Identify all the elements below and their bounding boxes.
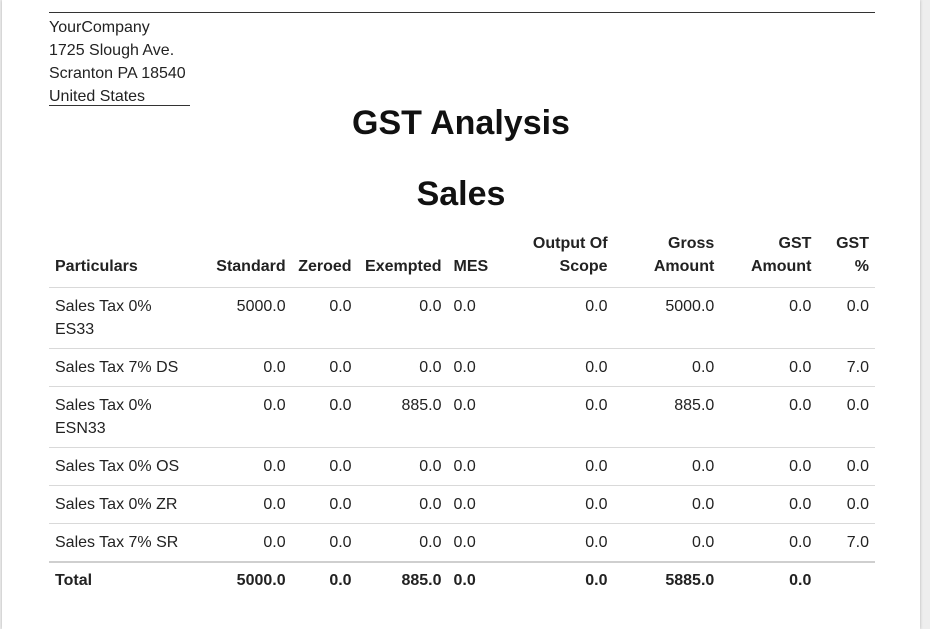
cell-output-of-scope: 0.0 bbox=[495, 287, 614, 349]
total-row: Total 5000.0 0.0 885.0 0.0 0.0 5885.0 0.… bbox=[49, 561, 875, 599]
cell-gst-percent: 0.0 bbox=[817, 447, 875, 486]
cell-particulars: Sales Tax 7% SR bbox=[49, 523, 195, 563]
col-header-zeroed: Zeroed bbox=[291, 230, 358, 288]
cell-particulars: Sales Tax 0% OS bbox=[49, 447, 195, 486]
cell-output-of-scope: 0.0 bbox=[495, 523, 614, 563]
cell-zeroed: 0.0 bbox=[291, 348, 358, 387]
cell-standard: 5000.0 bbox=[194, 287, 292, 349]
cell-zeroed: 0.0 bbox=[291, 386, 358, 448]
cell-gross-amount: 5000.0 bbox=[613, 287, 721, 349]
cell-gst-percent: 0.0 bbox=[817, 386, 875, 448]
total-gross-amount: 5885.0 bbox=[613, 561, 721, 599]
cell-gst-percent: 0.0 bbox=[817, 287, 875, 349]
cell-standard: 0.0 bbox=[194, 386, 292, 448]
total-mes: 0.0 bbox=[447, 561, 496, 599]
cell-gst-percent: 7.0 bbox=[817, 523, 875, 563]
col-header-particulars: Particulars bbox=[49, 230, 195, 288]
cell-standard: 0.0 bbox=[194, 348, 292, 387]
cell-gross-amount: 0.0 bbox=[613, 523, 721, 563]
cell-zeroed: 0.0 bbox=[291, 287, 358, 349]
table-row: Sales Tax 7% DS 0.0 0.0 0.0 0.0 0.0 0.0 … bbox=[49, 348, 875, 387]
cell-gst-amount: 0.0 bbox=[720, 287, 818, 349]
cell-particulars: Sales Tax 0% ES33 bbox=[49, 287, 195, 349]
cell-output-of-scope: 0.0 bbox=[495, 447, 614, 486]
col-header-gst-percent: GST % bbox=[817, 230, 875, 288]
cell-gst-amount: 0.0 bbox=[720, 523, 818, 563]
company-address: YourCompany 1725 Slough Ave. Scranton PA… bbox=[49, 16, 186, 108]
cell-mes: 0.0 bbox=[447, 485, 496, 524]
total-label: Total bbox=[49, 561, 195, 599]
cell-gross-amount: 0.0 bbox=[613, 447, 721, 486]
report-title: GST Analysis bbox=[352, 104, 570, 142]
company-country: United States bbox=[49, 88, 146, 105]
total-zeroed: 0.0 bbox=[291, 561, 358, 599]
cell-output-of-scope: 0.0 bbox=[495, 386, 614, 448]
col-header-exempted: Exempted bbox=[357, 230, 448, 288]
col-header-gst-amount: GST Amount bbox=[720, 230, 818, 288]
col-header-mes: MES bbox=[447, 230, 496, 288]
cell-zeroed: 0.0 bbox=[291, 523, 358, 563]
cell-particulars: Sales Tax 0% ZR bbox=[49, 485, 195, 524]
total-gst-percent bbox=[817, 561, 875, 599]
col-header-gross-amount: Gross Amount bbox=[613, 230, 721, 288]
cell-mes: 0.0 bbox=[447, 447, 496, 486]
gst-analysis-table: Particulars Standard Zeroed Exempted MES… bbox=[49, 230, 875, 599]
cell-particulars: Sales Tax 7% DS bbox=[49, 348, 195, 387]
cell-exempted: 885.0 bbox=[357, 386, 448, 448]
address-rule bbox=[49, 105, 190, 106]
company-name: YourCompany bbox=[49, 19, 150, 36]
cell-gst-amount: 0.0 bbox=[720, 348, 818, 387]
col-header-standard: Standard bbox=[194, 230, 292, 288]
header-rule bbox=[49, 12, 875, 13]
cell-zeroed: 0.0 bbox=[291, 485, 358, 524]
table-row: Sales Tax 0% ES33 5000.0 0.0 0.0 0.0 0.0… bbox=[49, 287, 875, 349]
cell-mes: 0.0 bbox=[447, 287, 496, 349]
total-output-of-scope: 0.0 bbox=[495, 561, 614, 599]
cell-standard: 0.0 bbox=[194, 447, 292, 486]
cell-zeroed: 0.0 bbox=[291, 447, 358, 486]
cell-standard: 0.0 bbox=[194, 485, 292, 524]
cell-mes: 0.0 bbox=[447, 523, 496, 563]
cell-exempted: 0.0 bbox=[357, 523, 448, 563]
col-header-output-of-scope: Output Of Scope bbox=[495, 230, 614, 288]
table-row: Sales Tax 7% SR 0.0 0.0 0.0 0.0 0.0 0.0 … bbox=[49, 523, 875, 563]
cell-gst-amount: 0.0 bbox=[720, 447, 818, 486]
total-gst-amount: 0.0 bbox=[720, 561, 818, 599]
table-row: Sales Tax 0% ESN33 0.0 0.0 885.0 0.0 0.0… bbox=[49, 386, 875, 448]
cell-exempted: 0.0 bbox=[357, 485, 448, 524]
table-row: Sales Tax 0% OS 0.0 0.0 0.0 0.0 0.0 0.0 … bbox=[49, 447, 875, 486]
cell-gst-amount: 0.0 bbox=[720, 485, 818, 524]
cell-mes: 0.0 bbox=[447, 386, 496, 448]
cell-output-of-scope: 0.0 bbox=[495, 348, 614, 387]
cell-mes: 0.0 bbox=[447, 348, 496, 387]
total-exempted: 885.0 bbox=[357, 561, 448, 599]
report-subtitle: Sales bbox=[416, 175, 506, 213]
cell-standard: 0.0 bbox=[194, 523, 292, 563]
cell-gross-amount: 0.0 bbox=[613, 485, 721, 524]
table-header-row: Particulars Standard Zeroed Exempted MES… bbox=[49, 230, 875, 288]
cell-exempted: 0.0 bbox=[357, 348, 448, 387]
cell-output-of-scope: 0.0 bbox=[495, 485, 614, 524]
cell-exempted: 0.0 bbox=[357, 447, 448, 486]
total-standard: 5000.0 bbox=[194, 561, 292, 599]
cell-gross-amount: 885.0 bbox=[613, 386, 721, 448]
cell-exempted: 0.0 bbox=[357, 287, 448, 349]
company-street: 1725 Slough Ave. bbox=[49, 42, 175, 59]
table-row: Sales Tax 0% ZR 0.0 0.0 0.0 0.0 0.0 0.0 … bbox=[49, 485, 875, 524]
company-city: Scranton PA 18540 bbox=[49, 65, 186, 82]
cell-gst-amount: 0.0 bbox=[720, 386, 818, 448]
cell-gst-percent: 0.0 bbox=[817, 485, 875, 524]
cell-gst-percent: 7.0 bbox=[817, 348, 875, 387]
cell-particulars: Sales Tax 0% ESN33 bbox=[49, 386, 195, 448]
cell-gross-amount: 0.0 bbox=[613, 348, 721, 387]
